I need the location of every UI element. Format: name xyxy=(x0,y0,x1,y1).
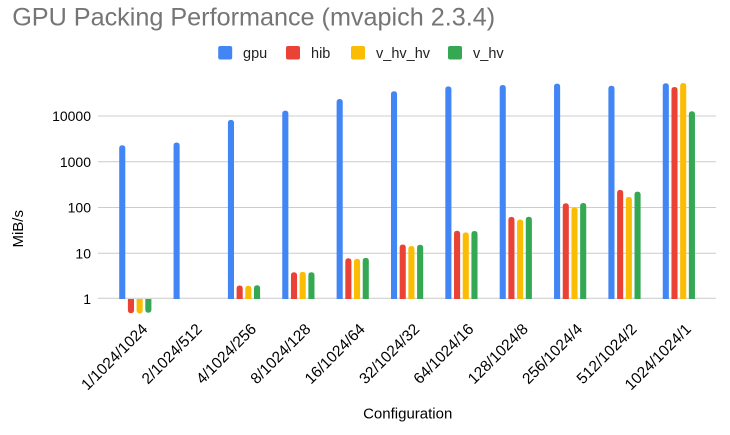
svg-text:1: 1 xyxy=(83,291,91,307)
svg-text:MiB/s: MiB/s xyxy=(10,210,27,248)
svg-text:10: 10 xyxy=(75,245,91,261)
svg-text:GPU Packing Performance (mvapi: GPU Packing Performance (mvapich 2.3.4) xyxy=(12,4,495,32)
svg-text:10000: 10000 xyxy=(52,108,91,124)
svg-text:v_hv: v_hv xyxy=(473,46,504,62)
svg-text:gpu: gpu xyxy=(243,46,267,62)
svg-text:v_hv_hv: v_hv_hv xyxy=(376,46,431,62)
svg-text:hib: hib xyxy=(311,46,330,62)
svg-text:100: 100 xyxy=(68,200,92,216)
svg-text:Configuration: Configuration xyxy=(363,406,452,423)
svg-text:1000: 1000 xyxy=(60,154,91,170)
